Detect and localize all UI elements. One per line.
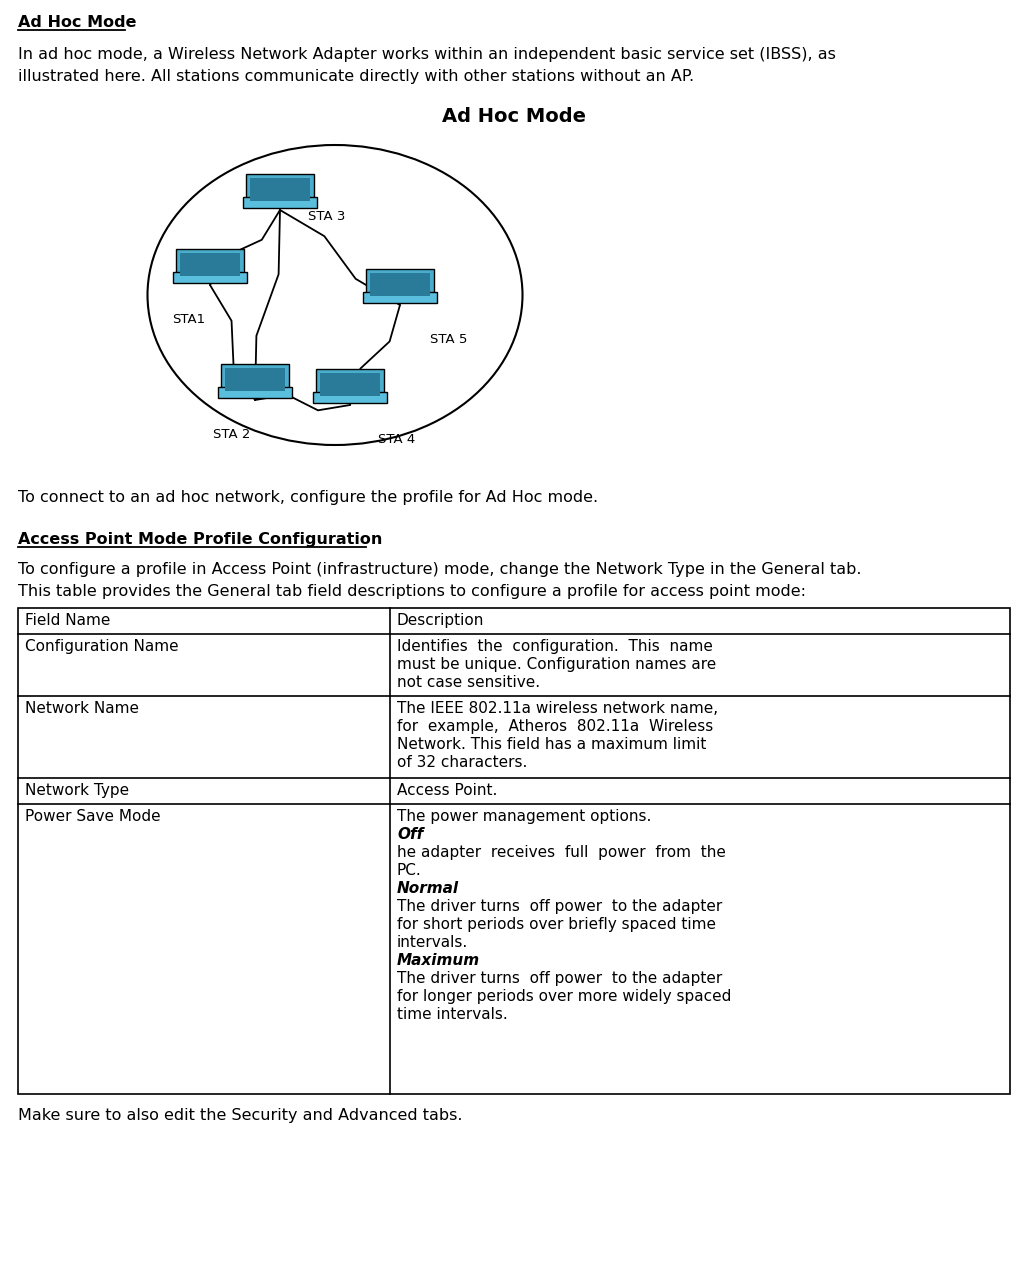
Text: PC.: PC. [397,863,421,878]
Text: Ad Hoc Mode: Ad Hoc Mode [442,107,586,126]
Text: for  example,  Atheros  802.11a  Wireless: for example, Atheros 802.11a Wireless [397,719,713,735]
Bar [176,250,244,280]
Bar [250,178,310,201]
Text: Normal: Normal [397,881,460,896]
Text: Network Name: Network Name [25,701,139,715]
Bar [225,368,285,391]
Text: STA 5: STA 5 [430,334,468,346]
Text: Configuration Name: Configuration Name [25,639,179,654]
Text: To configure a profile in Access Point (infrastructure) mode, change the Network: To configure a profile in Access Point (… [19,561,861,577]
Text: intervals.: intervals. [397,934,468,950]
Bar [221,364,289,395]
Text: Description: Description [397,614,484,628]
Text: not case sensitive.: not case sensitive. [397,675,540,690]
Bar [243,197,317,207]
Bar [19,608,1009,1094]
Text: Ad Hoc Mode: Ad Hoc Mode [19,15,137,31]
Text: Off: Off [397,827,424,841]
Text: Maximum: Maximum [397,953,480,967]
Text: The driver turns  off power  to the adapter: The driver turns off power to the adapte… [397,899,723,914]
Bar [320,373,380,396]
Text: Access Point.: Access Point. [397,783,498,798]
Text: STA1: STA1 [172,313,205,326]
Text: Network. This field has a maximum limit: Network. This field has a maximum limit [397,737,706,752]
Text: illustrated here. All stations communicate directly with other stations without : illustrated here. All stations communica… [19,69,694,84]
Text: Make sure to also edit the Security and Advanced tabs.: Make sure to also edit the Security and … [19,1108,463,1123]
Text: he adapter  receives  full  power  from  the: he adapter receives full power from the [397,845,726,861]
Text: Identifies  the  configuration.  This  name: Identifies the configuration. This name [397,639,712,654]
Text: The driver turns  off power  to the adapter: The driver turns off power to the adapte… [397,971,723,987]
Text: of 32 characters.: of 32 characters. [397,755,527,770]
Bar [246,174,314,205]
Text: Access Point Mode Profile Configuration: Access Point Mode Profile Configuration [19,532,382,547]
Text: STA 2: STA 2 [213,428,250,440]
Text: The power management options.: The power management options. [397,810,652,824]
Bar [173,272,247,283]
Text: for short periods over briefly spaced time: for short periods over briefly spaced ti… [397,917,715,932]
Bar [363,292,437,303]
Text: STA 3: STA 3 [308,210,345,223]
Bar [370,272,430,297]
Bar [180,253,240,276]
Text: time intervals.: time intervals. [397,1007,508,1022]
Text: Field Name: Field Name [25,614,110,628]
Bar [313,392,387,402]
Text: for longer periods over more widely spaced: for longer periods over more widely spac… [397,989,731,1004]
Text: This table provides the General tab field descriptions to configure a profile fo: This table provides the General tab fiel… [19,584,806,600]
Bar [316,369,384,400]
Text: Network Type: Network Type [25,783,130,798]
Text: In ad hoc mode, a Wireless Network Adapter works within an independent basic ser: In ad hoc mode, a Wireless Network Adapt… [19,47,836,62]
Text: must be unique. Configuration names are: must be unique. Configuration names are [397,657,717,672]
Text: Power Save Mode: Power Save Mode [25,810,160,824]
Bar [366,269,434,300]
Text: The IEEE 802.11a wireless network name,: The IEEE 802.11a wireless network name, [397,701,719,715]
Text: STA 4: STA 4 [378,433,415,446]
Bar [218,387,292,397]
Text: To connect to an ad hoc network, configure the profile for Ad Hoc mode.: To connect to an ad hoc network, configu… [19,490,598,505]
